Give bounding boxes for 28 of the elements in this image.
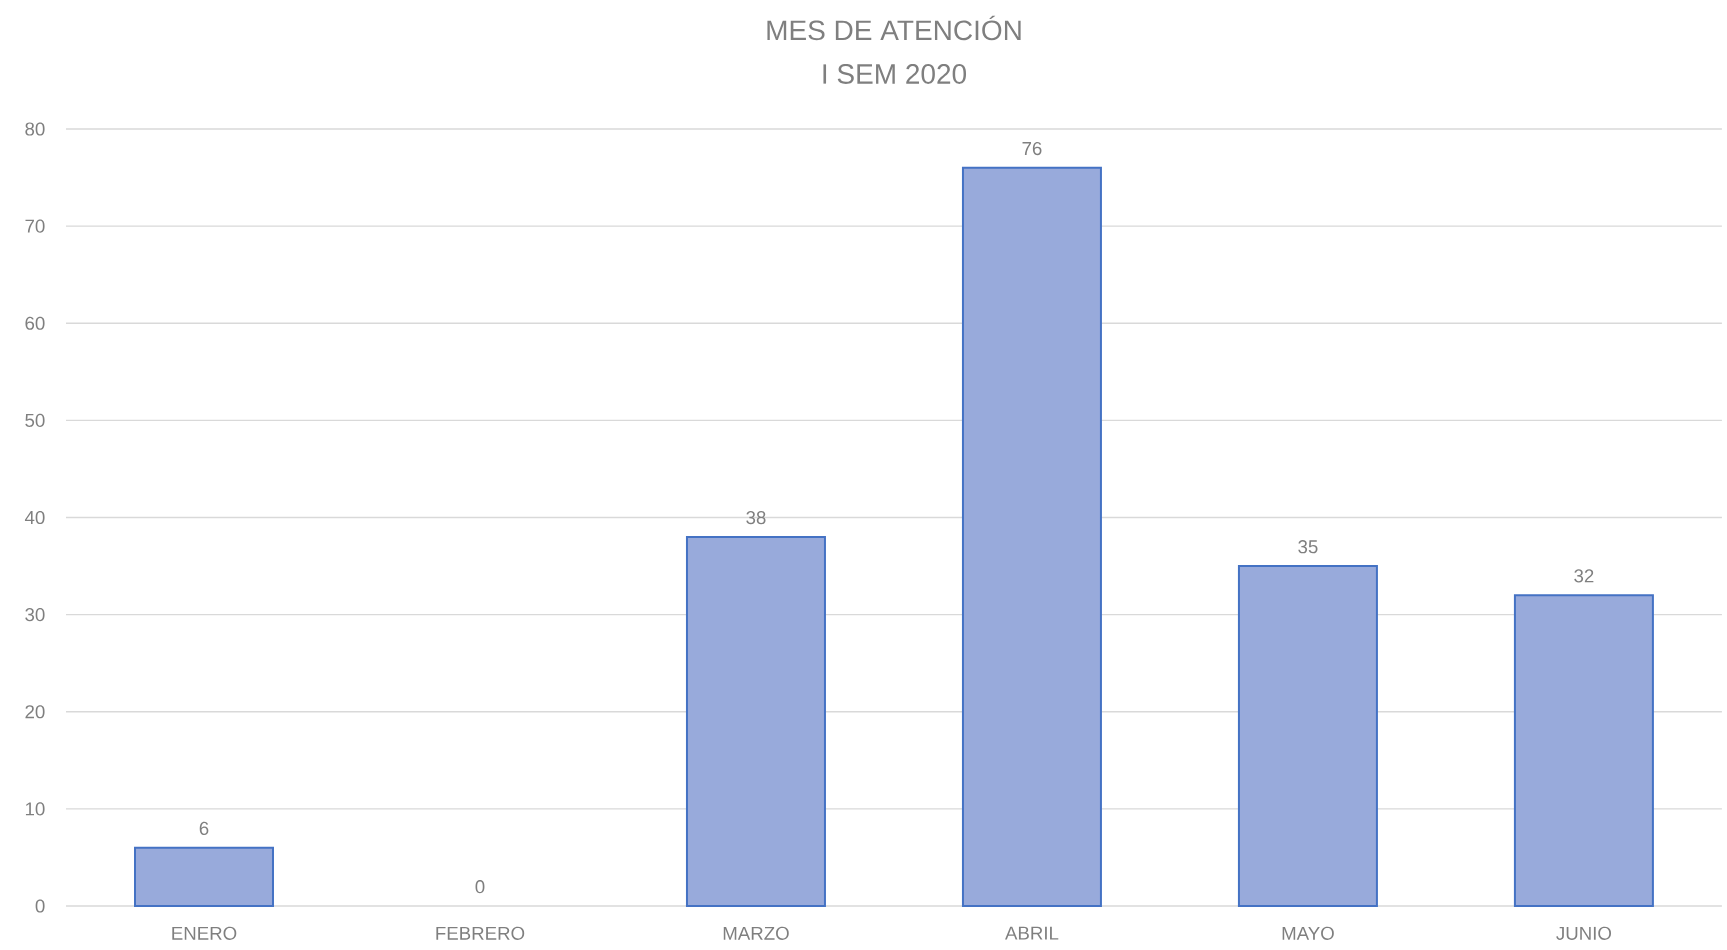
y-tick-label: 70	[25, 219, 45, 233]
y-tick-label: 50	[25, 413, 45, 427]
y-tick-label: 80	[25, 122, 45, 136]
x-tick-label: FEBRERO	[436, 926, 525, 940]
data-label: 6	[199, 821, 209, 836]
x-tick-label: JUNIO	[1556, 926, 1612, 940]
x-tick-label: MARZO	[723, 926, 789, 940]
y-tick-label: 40	[24, 510, 45, 525]
bar	[1237, 565, 1378, 907]
y-tick-label: 60	[25, 316, 45, 330]
bar	[134, 846, 274, 907]
y-tick-label: 30	[25, 608, 45, 622]
data-label: 35	[1298, 540, 1318, 554]
y-tick-label: 0	[35, 899, 45, 913]
x-tick-label: MAYO	[1282, 926, 1334, 940]
data-label: 76	[1022, 141, 1042, 156]
y-tick-label: 20	[25, 705, 45, 719]
data-label: 38	[746, 510, 766, 525]
chart-title: MES DE ATENCIÓN	[767, 15, 1021, 41]
chart-subtitle: I SEM 2020	[823, 64, 967, 84]
x-tick-label: ENERO	[172, 926, 237, 940]
bar	[961, 166, 1102, 907]
data-label: 32	[1574, 569, 1594, 583]
y-tick-label: 10	[25, 802, 45, 816]
bar	[685, 535, 826, 907]
data-label: 0	[475, 880, 485, 894]
bar	[1513, 594, 1654, 907]
x-tick-label: ABRIL	[1005, 926, 1059, 940]
